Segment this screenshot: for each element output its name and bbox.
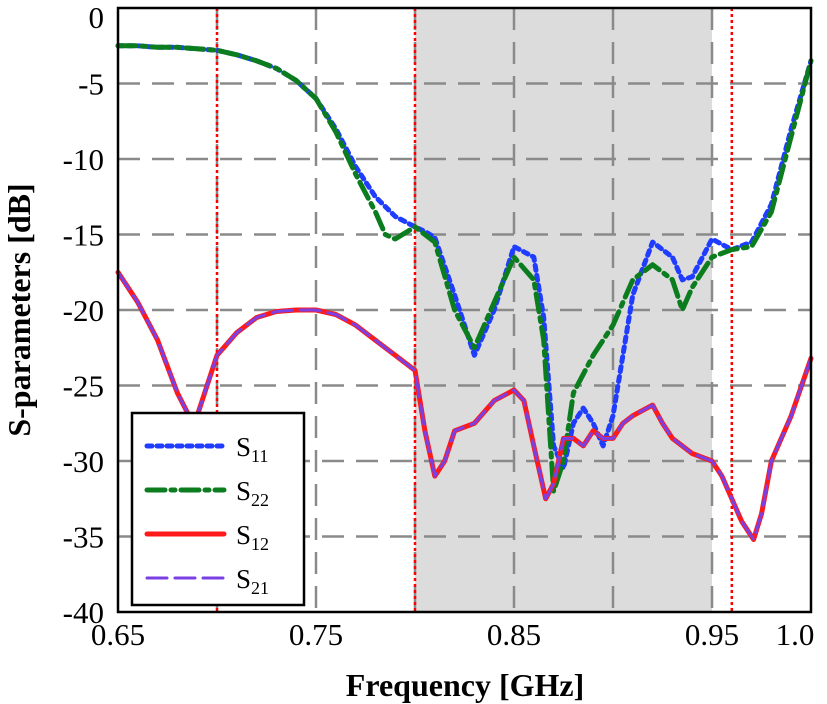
legend: S11 S22 S12 S21: [130, 411, 306, 607]
x-tick-label: 0.65: [91, 617, 145, 652]
y-tick-label: -5: [78, 67, 104, 102]
legend-label-s11: S11: [236, 432, 268, 466]
x-tick-label: 0.75: [289, 617, 343, 652]
x-tick-label: 1.0: [776, 617, 815, 652]
x-axis-label: Frequency [GHz]: [346, 667, 584, 703]
series-line-s21: [116, 270, 813, 541]
legend-label-s21: S21: [236, 564, 269, 598]
y-tick-label: -15: [63, 218, 104, 253]
y-tick-label: -25: [63, 369, 104, 404]
y-tick-label: 0: [89, 0, 105, 35]
plot-border: [116, 6, 813, 614]
x-tick-label: 0.85: [487, 617, 541, 652]
y-tick-labels: 0 -5 -10 -15 -20 -25 -30 -35 -40: [63, 0, 104, 630]
series-lines: [115, 43, 814, 542]
series-line-s22: [115, 43, 814, 494]
y-tick-label: -35: [63, 520, 104, 555]
y-tick-label: -30: [63, 444, 104, 479]
y-tick-label: -10: [63, 142, 104, 177]
x-tick-label: 0.95: [685, 617, 739, 652]
legend-label-s22: S22: [236, 476, 269, 510]
y-tick-label: -40: [63, 595, 104, 630]
legend-label-s12: S12: [236, 520, 269, 554]
marker-lines: [215, 8, 734, 612]
legend-box: [130, 411, 306, 607]
y-axis-label: S-parameters [dB]: [1, 183, 37, 436]
plot-frame: [116, 6, 813, 614]
y-tick-label: -20: [63, 293, 104, 328]
x-tick-labels: 0.65 0.75 0.85 0.95 1.0: [91, 617, 815, 652]
